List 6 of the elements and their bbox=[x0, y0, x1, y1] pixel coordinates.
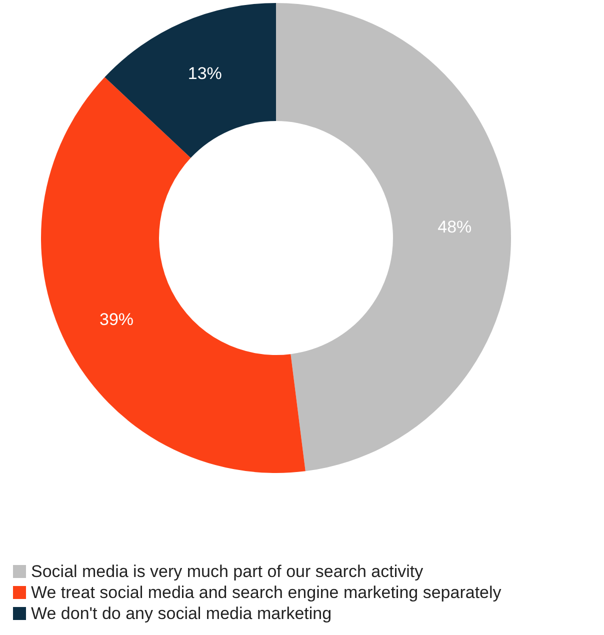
data-label: 39% bbox=[99, 310, 134, 329]
legend-label: We don't do any social media marketing bbox=[31, 604, 332, 623]
legend-label: Social media is very much part of our search activity bbox=[31, 562, 424, 581]
data-label: 48% bbox=[438, 217, 472, 236]
legend-label: We treat social media and search engine marketing separately bbox=[31, 583, 502, 602]
data-label: 13% bbox=[188, 64, 222, 84]
